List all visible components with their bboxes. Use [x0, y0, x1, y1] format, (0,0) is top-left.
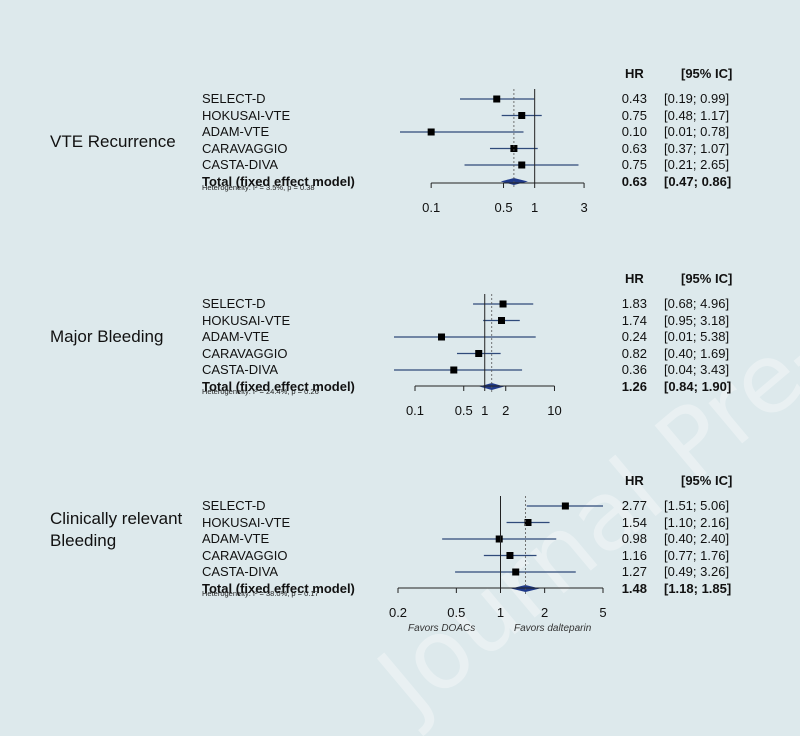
ci-column-header: [95% IC] — [681, 66, 733, 81]
hr-value: 0.36 — [621, 362, 647, 377]
hr-value: 2.77 — [621, 498, 647, 513]
study-label: ADAM-VTE — [202, 329, 270, 344]
ci-value: [1.51; 5.06] — [664, 498, 730, 513]
point-estimate-square — [438, 333, 446, 341]
hr-column-header: HR — [625, 473, 644, 488]
ci-value: [1.10; 2.16] — [664, 514, 730, 530]
hr-value: 1.74 — [621, 312, 647, 328]
point-estimate-square — [498, 317, 506, 324]
x-tick-label: 2 — [502, 403, 510, 418]
ci-value: [0.84; 1.90] — [664, 378, 732, 394]
study-label: SELECT-D — [202, 296, 266, 311]
study-label: HOKUSAI-VTE — [202, 312, 291, 328]
point-estimate-square — [518, 112, 526, 119]
point-estimate-square — [427, 128, 435, 136]
study-label: HOKUSAI-VTE — [202, 107, 291, 123]
hr-column-header: HR — [625, 66, 644, 81]
ci-column-header: [95% IC] — [681, 473, 733, 488]
point-estimate-square — [510, 145, 518, 152]
study-label: CARAVAGGIO — [202, 345, 288, 361]
total-row-label: Total (fixed effect model) — [202, 580, 355, 596]
outcome-title: Clinically relevant Bleeding — [50, 509, 183, 550]
point-estimate-square — [475, 350, 483, 357]
point-estimate-square — [506, 552, 514, 559]
hr-value: 0.24 — [621, 329, 647, 344]
study-label: CASTA-DIVA — [202, 157, 279, 172]
ci-column-header: [95% IC] — [681, 271, 733, 286]
study-label: CASTA-DIVA — [202, 564, 279, 579]
hr-value: 1.27 — [621, 564, 647, 579]
x-tick-label: 5 — [599, 605, 607, 620]
study-label: CASTA-DIVA — [202, 362, 279, 377]
x-tick-label: 0.5 — [447, 605, 466, 620]
x-tick-label: 0.5 — [494, 200, 513, 215]
study-label: CARAVAGGIO — [202, 140, 288, 156]
x-tick-label: 1 — [481, 403, 489, 418]
ci-value: [1.18; 1.85] — [664, 580, 732, 596]
favors-left-label: Favors DOACs — [408, 623, 476, 634]
ci-value: [0.47; 0.86] — [664, 173, 732, 189]
hr-value: 0.98 — [621, 531, 647, 546]
point-estimate-square — [512, 568, 520, 576]
study-label: ADAM-VTE — [202, 124, 270, 139]
hr-value: 0.75 — [621, 157, 647, 172]
x-tick-label: 2 — [541, 605, 549, 620]
point-estimate-square — [518, 161, 526, 169]
hr-value: 0.63 — [621, 140, 647, 156]
hr-value: 1.54 — [621, 514, 647, 530]
ci-value: [0.01; 0.78] — [664, 124, 730, 139]
total-row-label: Total (fixed effect model) — [202, 173, 355, 189]
ci-value: [0.37; 1.07] — [664, 140, 730, 156]
ci-value: [0.40; 1.69] — [664, 345, 730, 361]
ci-value: [0.19; 0.99] — [664, 91, 730, 106]
point-estimate-square — [450, 366, 458, 374]
ci-value: [0.01; 5.38] — [664, 329, 730, 344]
outcome-title: VTE Recurrence — [50, 132, 176, 151]
ci-value: [0.49; 3.26] — [664, 564, 730, 579]
x-tick-label: 0.1 — [405, 403, 425, 418]
total-row-label: Total (fixed effect model) — [202, 378, 355, 394]
outcome-title: Major Bleeding — [50, 327, 164, 346]
hr-value: 1.26 — [621, 378, 647, 394]
x-tick-label: 0.2 — [388, 605, 408, 620]
point-estimate-square — [499, 300, 507, 308]
hr-value: 0.75 — [621, 107, 647, 123]
heterogeneity-note: Heterogeneity: I² = 24.4%, p = 0.26 — [202, 387, 319, 396]
heterogeneity-note: Heterogeneity: I² = 3.5%, p = 0.38 — [202, 183, 315, 192]
hr-value: 1.48 — [621, 580, 647, 596]
pooled-estimate-diamond — [500, 178, 528, 185]
study-label: SELECT-D — [202, 91, 266, 106]
ci-value: [0.95; 3.18] — [664, 312, 730, 328]
x-tick-label: 10 — [547, 403, 562, 418]
ci-value: [0.68; 4.96] — [664, 296, 730, 311]
hr-value: 0.10 — [621, 124, 647, 139]
hr-value: 1.16 — [621, 547, 647, 563]
ci-value: [0.04; 3.43] — [664, 362, 730, 377]
x-tick-label: 3 — [580, 200, 588, 215]
hr-value: 1.83 — [621, 296, 647, 311]
x-tick-label: 0.1 — [422, 200, 441, 215]
heterogeneity-note: Heterogeneity: I² = 38.0%, p = 0.17 — [202, 589, 319, 598]
hr-value: 0.43 — [621, 91, 647, 106]
x-tick-label: 1 — [496, 605, 505, 620]
x-tick-label: 0.5 — [454, 403, 473, 418]
point-estimate-square — [524, 519, 532, 526]
study-label: CARAVAGGIO — [202, 547, 288, 563]
ci-value: [0.21; 2.65] — [664, 157, 730, 172]
hr-value: 0.82 — [621, 345, 647, 361]
point-estimate-square — [561, 502, 569, 510]
x-tick-label: 1 — [531, 200, 539, 215]
study-label: SELECT-D — [202, 498, 266, 513]
point-estimate-square — [495, 535, 503, 543]
ci-value: [0.77; 1.76] — [664, 547, 730, 563]
favors-right-label: Favors dalteparin — [514, 623, 592, 634]
ci-value: [0.48; 1.17] — [664, 107, 730, 123]
ci-value: [0.40; 2.40] — [664, 531, 730, 546]
hr-column-header: HR — [625, 271, 644, 286]
forest-plot-svg — [394, 89, 604, 595]
point-estimate-square — [493, 95, 501, 103]
study-label: HOKUSAI-VTE — [202, 514, 291, 530]
hr-value: 0.63 — [621, 173, 647, 189]
study-label: ADAM-VTE — [202, 531, 270, 546]
